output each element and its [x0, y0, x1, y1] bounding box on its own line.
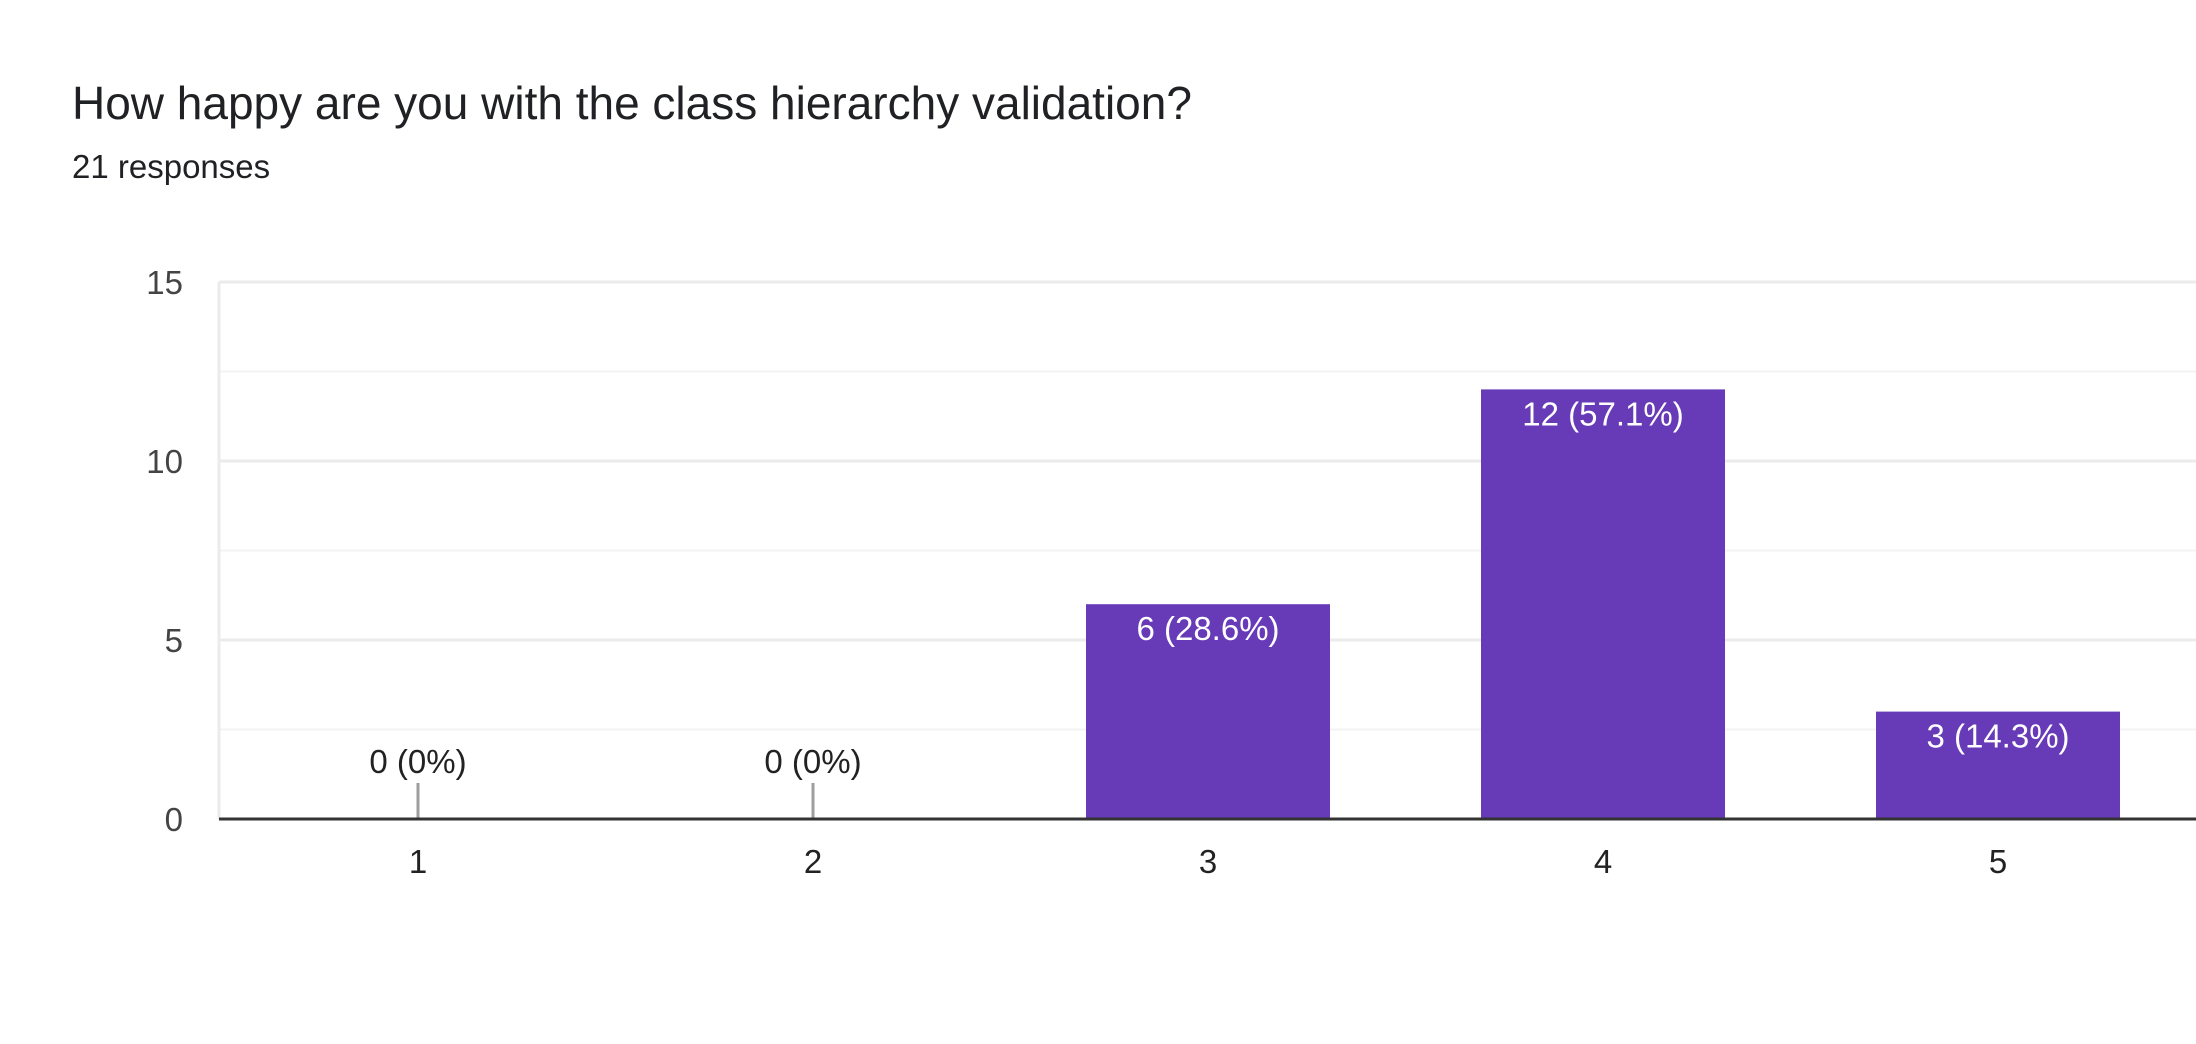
response-count: 21 responses [72, 148, 271, 185]
chart-title: How happy are you with the class hierarc… [72, 77, 1192, 129]
x-tick-label: 5 [1989, 843, 2007, 880]
x-tick-label: 4 [1594, 843, 1612, 880]
data-label: 6 (28.6%) [1136, 610, 1279, 647]
bar [1086, 604, 1330, 819]
gridlines [217, 280, 2196, 819]
bars [416, 389, 2120, 819]
y-tick-label: 0 [165, 801, 183, 838]
data-label: 12 (57.1%) [1522, 395, 1683, 432]
x-axis-labels: 1 2 3 4 5 [409, 843, 2007, 880]
y-tick-label: 10 [146, 443, 183, 480]
x-tick-label: 2 [804, 843, 822, 880]
bar [1876, 711, 2120, 819]
data-label: 3 (14.3%) [1926, 718, 2069, 755]
y-tick-label: 15 [146, 264, 183, 301]
x-tick-label: 1 [409, 843, 427, 880]
y-axis-ticks: 0 5 10 15 [146, 264, 183, 838]
data-label: 0 (0%) [764, 743, 861, 780]
x-tick-label: 3 [1199, 843, 1217, 880]
y-tick-label: 5 [165, 622, 183, 659]
data-labels: 0 (0%) 0 (0%) 6 (28.6%) 12 (57.1%) 3 (14.3%) [369, 395, 2069, 780]
bar [1481, 389, 1725, 819]
data-label: 0 (0%) [369, 743, 466, 780]
